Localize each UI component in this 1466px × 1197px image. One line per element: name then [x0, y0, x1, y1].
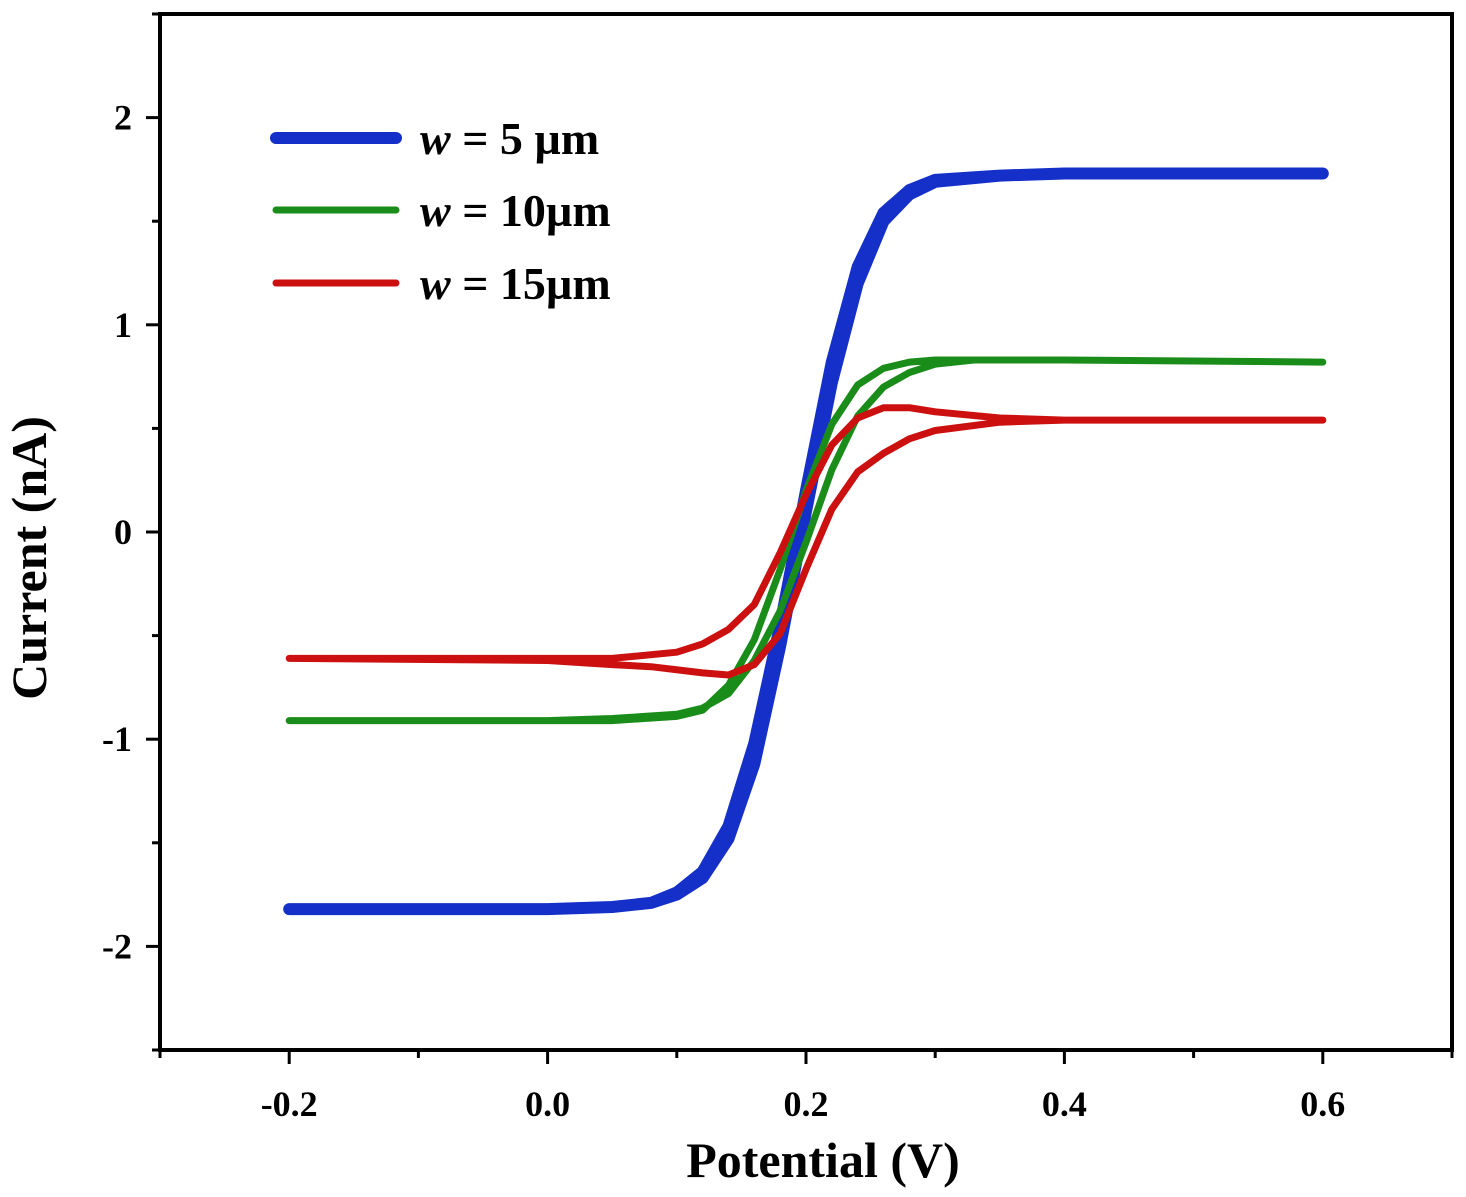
series-line-2	[285, 356, 1327, 725]
x-axis: -0.2 0.0 0.2 0.4 0.6	[158, 1050, 1454, 1124]
y-tick-label: 0	[114, 512, 132, 552]
y-tick-label: 2	[114, 98, 132, 138]
x-tick-label: 0.2	[784, 1084, 829, 1124]
legend-label-2: w = 10µm	[420, 185, 611, 236]
y-tick-label: 1	[114, 305, 132, 345]
x-tick-label: 0.6	[1300, 1084, 1345, 1124]
series-layer	[283, 167, 1329, 916]
legend: w = 5 µm w = 10µm w = 15µm	[270, 113, 611, 309]
x-tick-label: 0.4	[1042, 1084, 1087, 1124]
legend-label-1: w = 5 µm	[420, 113, 599, 164]
series-line-3	[285, 404, 1327, 679]
x-tick-label: -0.2	[261, 1084, 318, 1124]
y-tick-label: -1	[102, 719, 132, 759]
x-axis-title: Potential (V)	[686, 1132, 960, 1188]
y-tick-label: -2	[102, 926, 132, 966]
legend-label-3: w = 15µm	[420, 258, 611, 309]
series-line-1	[283, 167, 1329, 916]
y-axis: -2 -1 0 1 2	[102, 12, 160, 1052]
x-tick-label: 0.0	[525, 1084, 570, 1124]
y-axis-title: Current (nA)	[1, 416, 57, 700]
